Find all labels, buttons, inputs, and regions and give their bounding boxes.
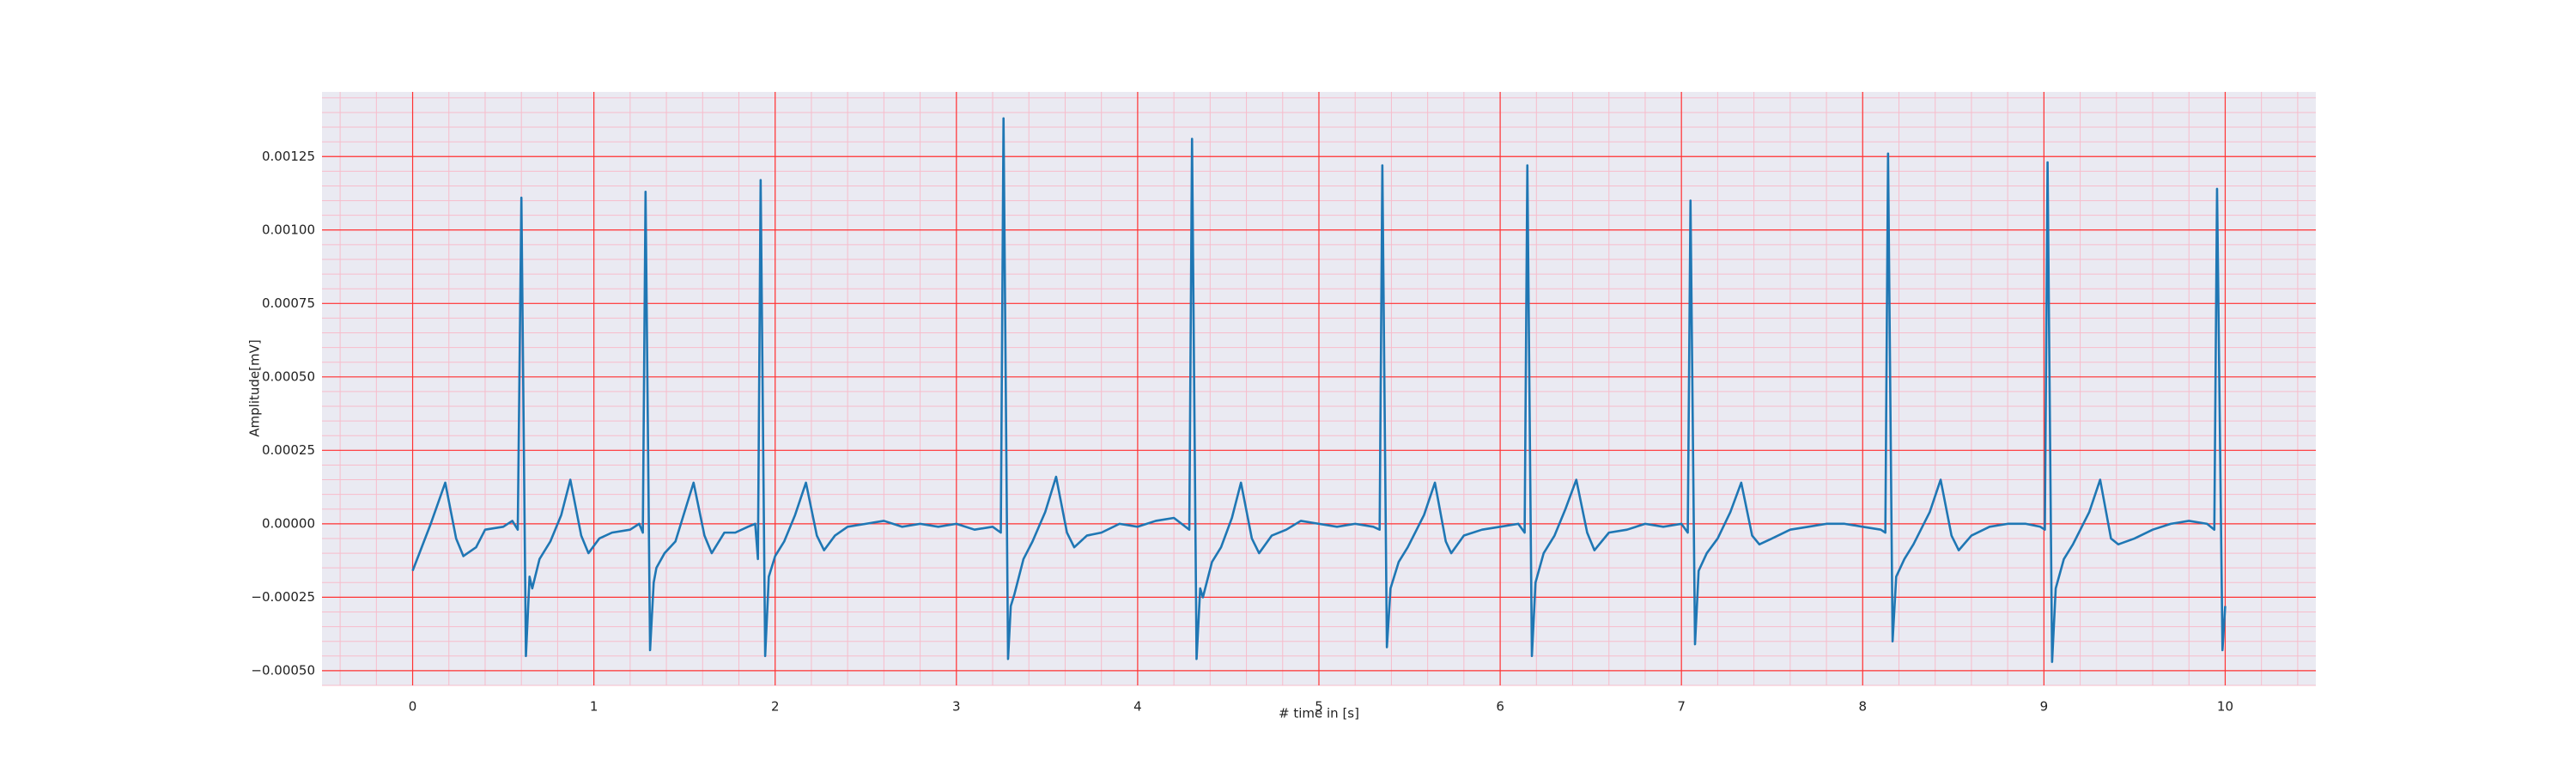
x-tick-label: 3: [952, 699, 961, 715]
y-tick-label: 0.00100: [262, 222, 315, 237]
x-axis-label: # time in [s]: [1279, 706, 1359, 721]
x-tick-label: 2: [771, 699, 780, 715]
x-tick-label: 10: [2217, 699, 2233, 715]
y-tick-label: 0.00075: [262, 295, 315, 311]
ecg-line: [411, 117, 2227, 663]
lines: [411, 117, 2227, 663]
x-tick-label: 7: [1677, 699, 1686, 715]
x-tick-label: 9: [2040, 699, 2049, 715]
x-tick-label: 5: [1315, 699, 1323, 715]
y-tick-label: 0.00000: [262, 515, 315, 531]
y-tick-label: 0.00025: [262, 442, 315, 458]
x-tick-label: 6: [1496, 699, 1504, 715]
x-tick-label: 4: [1133, 699, 1142, 715]
y-axis-label: Amplitude[mV]: [247, 339, 263, 436]
x-tick-label: 1: [590, 699, 598, 715]
y-tick-label: 0.00050: [262, 368, 315, 384]
y-tick-label: −0.00050: [251, 662, 315, 678]
x-tick-label: 0: [409, 699, 417, 715]
labels: 0 1 2 3 4 5 6 7 8 9 10 −0.00050 −0.00025 0.00000 0.000…: [251, 149, 2233, 715]
y-tick-label: 0.00125: [262, 149, 315, 164]
y-tick-label: −0.00025: [251, 589, 315, 605]
grid: [322, 92, 2316, 686]
x-tick-label: 8: [1858, 699, 1867, 715]
